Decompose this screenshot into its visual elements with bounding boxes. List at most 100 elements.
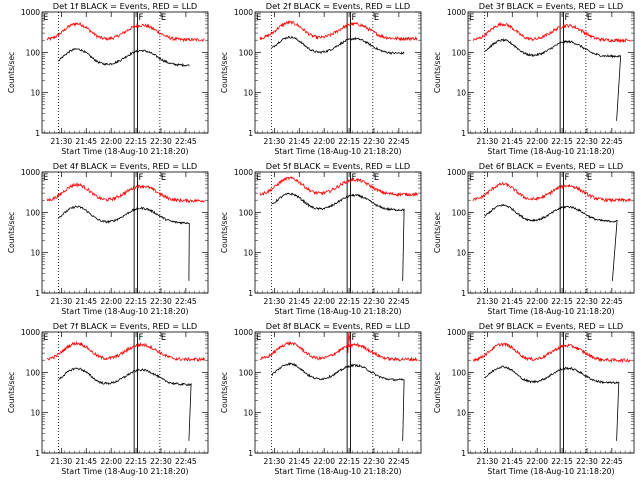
y-tick-label: 10 xyxy=(456,409,466,418)
series-lld-line xyxy=(259,20,418,42)
y-tick-label: 1 xyxy=(248,289,253,298)
marker-letter-f: F xyxy=(138,173,143,183)
y-tick-label: 10 xyxy=(456,249,466,258)
plot-frame xyxy=(254,11,422,134)
chart-panel-2: Det 2f BLACK = Events, RED = LLD 1 10 100 10… xyxy=(220,1,422,156)
marker-letter-e: E xyxy=(374,173,379,183)
marker-letter-corner: E xyxy=(256,333,261,343)
x-axis-label: Start Time (18-Aug-10 21:18:20) xyxy=(487,147,614,156)
x-axis-label: Start Time (18-Aug-10 21:18:20) xyxy=(487,307,614,316)
marker-letter-e: E xyxy=(374,333,379,343)
plot-frame xyxy=(254,171,422,294)
chart-panel-9: Det 9f BLACK = Events, RED = LLD 1 10 100 10… xyxy=(433,321,635,476)
x-tick-label: 21:45 xyxy=(501,457,523,466)
y-axis-label: Counts/sec xyxy=(433,372,442,413)
panel-title: Det 5f BLACK = Events, RED = LLD xyxy=(266,161,410,171)
x-axis-label: Start Time (18-Aug-10 21:18:20) xyxy=(61,147,188,156)
y-tick-label: 1 xyxy=(35,449,40,458)
marker-letter-corner: E xyxy=(469,13,474,23)
y-tick-label: 100 xyxy=(26,368,41,377)
plot-frame xyxy=(467,331,635,454)
x-tick-label: 22:30 xyxy=(576,297,598,306)
x-tick-label: 21:45 xyxy=(501,137,523,146)
panel-title: Det 8f BLACK = Events, RED = LLD xyxy=(266,321,410,331)
chart-panel-7: Det 7f BLACK = Events, RED = LLD 1 10 100 10… xyxy=(7,321,209,476)
x-tick-label: 22:30 xyxy=(363,457,385,466)
x-axis-label: Start Time (18-Aug-10 21:18:20) xyxy=(274,307,401,316)
x-tick-label: 21:30 xyxy=(51,457,73,466)
x-tick-label: 22:30 xyxy=(576,457,598,466)
y-tick-label: 100 xyxy=(239,208,254,217)
x-tick-label: 22:45 xyxy=(601,457,623,466)
y-tick-label: 100 xyxy=(452,368,467,377)
y-axis-label: Counts/sec xyxy=(433,52,442,93)
x-tick-label: 21:30 xyxy=(51,137,73,146)
panel-title: Det 7f BLACK = Events, RED = LLD xyxy=(53,321,197,331)
x-tick-label: 22:00 xyxy=(313,297,335,306)
marker-letter-corner: E xyxy=(469,173,474,183)
y-tick-label: 1 xyxy=(461,289,466,298)
marker-letter-e: E xyxy=(374,13,379,23)
y-tick-label: 100 xyxy=(26,208,41,217)
y-tick-label: 1000 xyxy=(447,8,466,17)
series-lld-line xyxy=(472,342,631,364)
x-tick-label: 22:45 xyxy=(175,457,197,466)
marker-letter-f: F xyxy=(564,173,569,183)
x-tick-label: 21:30 xyxy=(264,457,286,466)
panel-title: Det 6f BLACK = Events, RED = LLD xyxy=(479,161,623,171)
y-tick-label: 10 xyxy=(30,249,40,258)
y-tick-label: 1 xyxy=(461,449,466,458)
marker-letter-e: E xyxy=(161,13,166,23)
marker-letter-corner: E xyxy=(43,173,48,183)
y-tick-label: 100 xyxy=(239,48,254,57)
marker-letter-f: F xyxy=(138,333,143,343)
x-tick-label: 22:45 xyxy=(388,297,410,306)
x-axis-label: Start Time (18-Aug-10 21:18:20) xyxy=(487,467,614,476)
chart-panel-4: Det 4f BLACK = Events, RED = LLD 1 10 100 10… xyxy=(7,161,209,316)
x-tick-label: 22:15 xyxy=(338,297,360,306)
y-tick-label: 100 xyxy=(452,48,467,57)
x-tick-label: 22:00 xyxy=(526,457,548,466)
x-tick-label: 22:30 xyxy=(576,137,598,146)
y-tick-label: 1 xyxy=(248,449,253,458)
x-tick-label: 21:45 xyxy=(75,137,97,146)
y-tick-label: 10 xyxy=(30,409,40,418)
x-tick-label: 21:30 xyxy=(264,297,286,306)
x-tick-label: 22:15 xyxy=(338,137,360,146)
panel-title: Det 1f BLACK = Events, RED = LLD xyxy=(53,1,197,11)
marker-letter-corner: E xyxy=(43,13,48,23)
x-tick-label: 22:15 xyxy=(551,457,573,466)
y-axis-label: Counts/sec xyxy=(220,212,229,253)
x-tick-label: 22:15 xyxy=(551,297,573,306)
series-lld-line xyxy=(46,21,205,43)
y-tick-label: 1000 xyxy=(447,168,466,177)
x-tick-label: 22:30 xyxy=(363,137,385,146)
x-tick-label: 22:45 xyxy=(601,137,623,146)
x-tick-label: 21:45 xyxy=(75,457,97,466)
y-tick-label: 10 xyxy=(243,89,253,98)
series-lld-line xyxy=(47,340,205,362)
series-lld-line xyxy=(472,21,631,44)
y-tick-label: 1000 xyxy=(21,328,40,337)
x-tick-label: 21:30 xyxy=(477,297,499,306)
y-axis-label: Counts/sec xyxy=(7,212,16,253)
marker-letter-f: F xyxy=(138,13,143,23)
panel-title: Det 3f BLACK = Events, RED = LLD xyxy=(479,1,623,11)
y-axis-label: Counts/sec xyxy=(220,372,229,413)
x-tick-label: 22:00 xyxy=(313,457,335,466)
y-tick-label: 1000 xyxy=(234,328,253,337)
x-tick-label: 22:00 xyxy=(100,297,122,306)
plot-frame xyxy=(41,331,209,454)
y-tick-label: 1 xyxy=(35,129,40,138)
x-tick-label: 22:00 xyxy=(313,137,335,146)
x-axis-label: Start Time (18-Aug-10 21:18:20) xyxy=(61,467,188,476)
x-tick-label: 22:00 xyxy=(100,137,122,146)
x-tick-label: 21:45 xyxy=(501,297,523,306)
series-lld-line xyxy=(46,182,205,204)
series-events-line xyxy=(484,38,622,121)
marker-letter-f: F xyxy=(351,333,356,343)
y-axis-label: Counts/sec xyxy=(220,52,229,93)
chart-panel-8: Det 8f BLACK = Events, RED = LLD 1 10 100 10… xyxy=(220,321,422,476)
series-events-line xyxy=(271,362,405,441)
chart-panel-6: Det 6f BLACK = Events, RED = LLD 1 10 100 10… xyxy=(433,161,635,316)
